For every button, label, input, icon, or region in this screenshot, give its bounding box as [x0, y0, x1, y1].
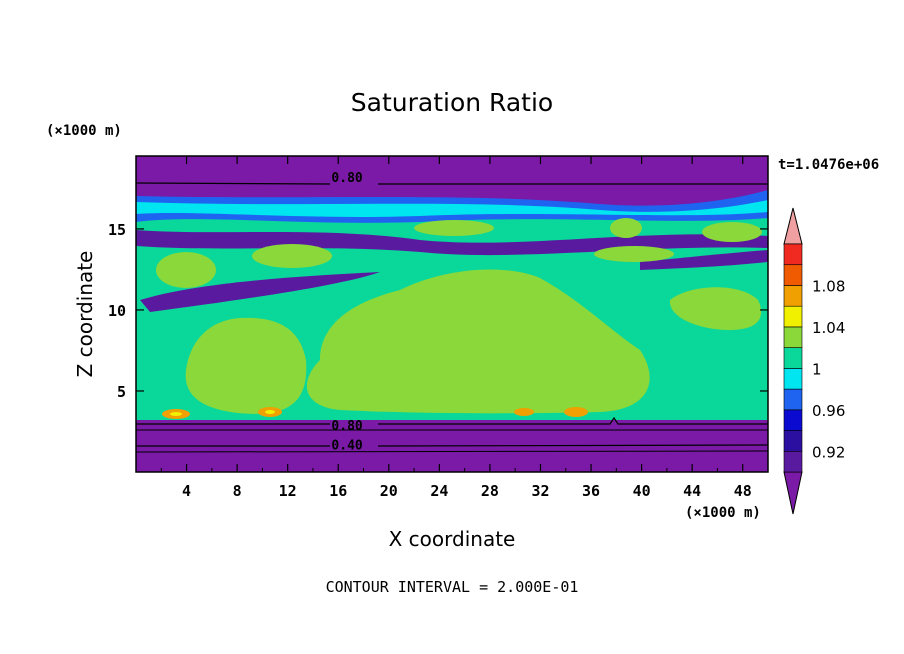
colorbar-swatch: [783, 326, 803, 348]
colorbar: 0.92 0.96 1 1.04 1.08: [783, 207, 845, 515]
colorbar-swatch: [783, 243, 803, 266]
x-tick-label: 40: [633, 482, 651, 500]
colorbar-swatch: [783, 264, 803, 286]
colorbar-low-arrow: [783, 471, 803, 515]
colorbar-high-arrow: [783, 207, 803, 245]
contour-line-label: 0.80: [331, 419, 362, 434]
y-axis-ticks: 5 10 15: [108, 221, 768, 401]
x-tick-label: 32: [531, 482, 549, 500]
colorbar-swatch: [783, 388, 803, 411]
contour-line-label: 0.40: [331, 438, 362, 453]
y-tick-label: 5: [117, 383, 126, 401]
x-axis-unit: (×1000 m): [685, 505, 761, 521]
plot-frame: [135, 155, 769, 473]
colorbar-swatch: [783, 347, 803, 369]
x-tick-label: 48: [734, 482, 752, 500]
colorbar-swatch: [783, 430, 803, 452]
x-tick-label: 4: [182, 482, 191, 500]
colorbar-swatch: [783, 450, 803, 473]
colorbar-tick-label: 1.08: [812, 277, 845, 295]
x-tick-label: 8: [233, 482, 242, 500]
y-axis-unit: (×1000 m): [46, 123, 122, 139]
colorbar-tick-label: 0.96: [812, 402, 845, 420]
time-label: t=1.0476e+06: [778, 157, 879, 173]
colorbar-tick-label: 1.04: [812, 319, 845, 337]
x-axis-label: X coordinate: [389, 527, 516, 551]
colorbar-tick-label: 1: [812, 360, 822, 378]
y-tick-label: 10: [108, 302, 126, 320]
x-axis-ticks: 4 8 12 16 20 24 28 32 36 40 44 48: [160, 156, 752, 500]
x-tick-label: 24: [430, 482, 448, 500]
colorbar-swatch: [783, 305, 803, 328]
colorbar-swatch: [783, 368, 803, 390]
contour-field: [136, 156, 768, 472]
y-axis-label: Z coordinate: [73, 251, 97, 378]
chart-title: Saturation Ratio: [351, 88, 553, 117]
x-tick-label: 36: [582, 482, 600, 500]
contour-interval-note: CONTOUR INTERVAL = 2.000E-01: [326, 578, 579, 596]
colorbar-swatch: [783, 285, 803, 307]
y-tick-label: 15: [108, 221, 126, 239]
contour-line-labels: 0.80 0.80 0.40: [331, 171, 362, 453]
colorbar-tick-label: 0.92: [812, 443, 845, 461]
x-tick-label: 16: [329, 482, 347, 500]
colorbar-swatch: [783, 409, 803, 431]
x-tick-label: 20: [380, 482, 398, 500]
contour-line-label: 0.80: [331, 171, 362, 186]
x-tick-label: 12: [279, 482, 297, 500]
x-tick-label: 44: [683, 482, 701, 500]
x-tick-label: 28: [481, 482, 499, 500]
